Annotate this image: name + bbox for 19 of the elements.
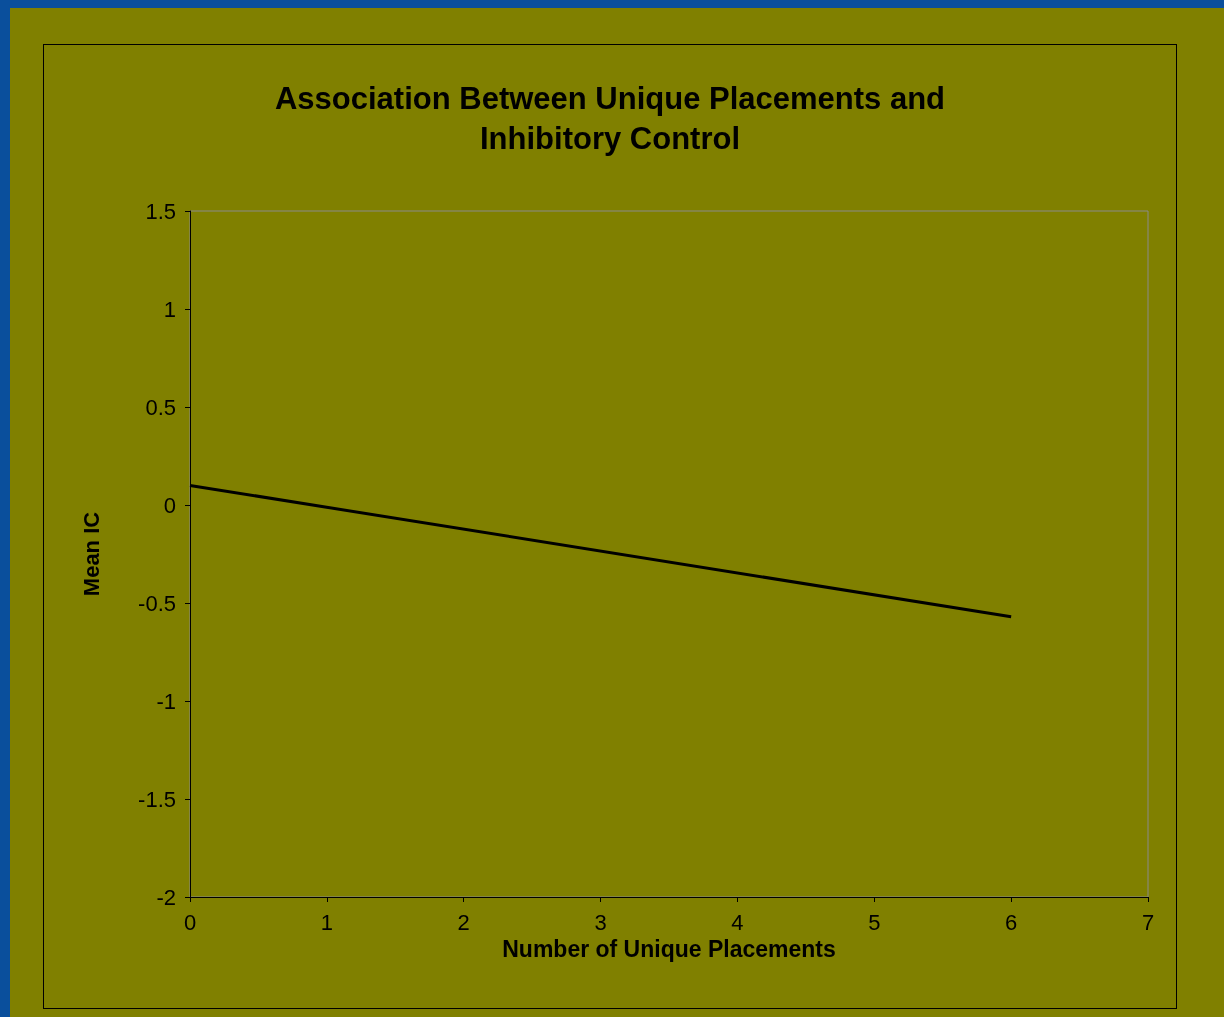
y-tick-label: -1 [156,688,176,714]
y-tick-label: 0 [163,492,176,518]
y-tick-label: 1.5 [145,198,176,224]
y-tick-label: 0.5 [145,394,176,420]
y-tick-label: -1.5 [138,786,176,812]
x-tick-label: 2 [457,909,470,935]
y-tick-label: -0.5 [138,590,176,616]
x-tick-label: 7 [1141,909,1155,935]
x-axis-title: Number of Unique Placements [502,936,836,963]
chart-title: Association Between Unique Placements and Inhibitory Control [274,80,946,156]
x-tick-label: 3 [594,909,607,935]
y-axis-title: Mean IC [78,511,104,597]
x-tick-label: 6 [1005,909,1018,935]
x-tick-label: 0 [183,909,197,935]
y-tick-label: 1 [163,296,176,322]
x-tick-label: 5 [868,909,881,935]
x-tick-label: 1 [320,909,333,935]
x-tick-label: 4 [731,909,744,935]
y-tick-label: -2 [156,884,176,910]
